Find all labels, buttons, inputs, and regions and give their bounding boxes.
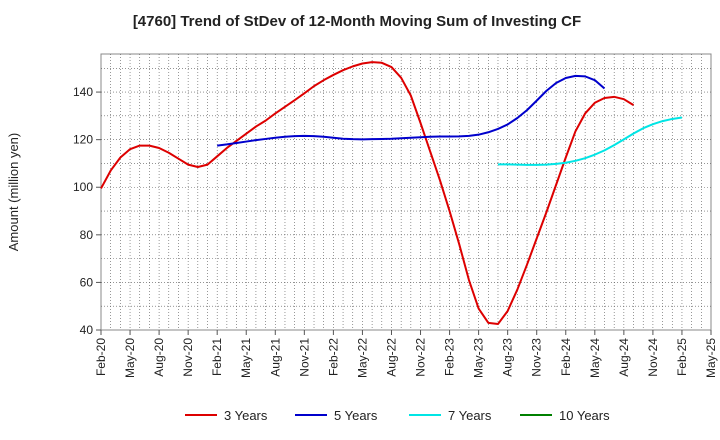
x-tick-label: May-23 <box>472 338 486 378</box>
x-tick-label: Feb-25 <box>675 338 689 376</box>
legend-label-3-years: 3 Years <box>224 408 268 423</box>
y-tick-label: 120 <box>73 133 93 147</box>
x-axis-ticks: Feb-20 May-20 Aug-20 Nov-20 Feb-21 May-21 Aug-… <box>94 330 718 378</box>
x-tick-label: Feb-20 <box>94 338 108 376</box>
x-tick-label: Aug-20 <box>152 338 166 377</box>
legend: 3 Years 5 Years 7 Years 10 Years <box>185 408 610 423</box>
legend-label-5-years: 5 Years <box>334 408 378 423</box>
x-tick-label: Aug-23 <box>501 338 515 377</box>
x-tick-label: Nov-23 <box>530 338 544 377</box>
chart-title: [4760] Trend of StDev of 12-Month Moving… <box>133 13 581 30</box>
x-tick-label: Nov-21 <box>297 338 311 377</box>
series-line-3-years <box>100 61 635 326</box>
x-tick-label: Nov-24 <box>646 338 660 377</box>
x-tick-label: May-21 <box>239 338 253 378</box>
y-tick-label: 60 <box>80 275 94 289</box>
x-tick-label: May-20 <box>123 338 137 378</box>
x-tick-label: Nov-22 <box>414 338 428 377</box>
x-tick-label: May-22 <box>355 338 369 378</box>
y-axis-ticks: 40 60 80 100 120 140 <box>73 85 101 337</box>
series-lines <box>100 61 683 326</box>
x-tick-label: Aug-21 <box>268 338 282 377</box>
x-tick-label: Feb-24 <box>559 338 573 376</box>
y-tick-label: 140 <box>73 85 93 99</box>
legend-label-7-years: 7 Years <box>448 408 492 423</box>
x-tick-label: Aug-24 <box>617 338 631 377</box>
x-tick-label: Aug-22 <box>384 338 398 377</box>
y-tick-label: 80 <box>80 228 94 242</box>
series-line-5-years <box>217 74 606 147</box>
x-tick-label: May-24 <box>588 338 602 378</box>
x-tick-label: Feb-23 <box>443 338 457 376</box>
grid <box>101 54 711 330</box>
plot-area <box>100 53 712 331</box>
series-line-7-years <box>497 116 683 166</box>
x-tick-label: May-25 <box>704 338 718 378</box>
y-axis-label: Amount (million yen) <box>6 133 21 252</box>
y-tick-label: 40 <box>80 323 94 337</box>
y-tick-label: 100 <box>73 180 93 194</box>
legend-label-10-years: 10 Years <box>559 408 610 423</box>
x-tick-label: Feb-22 <box>326 338 340 376</box>
x-tick-label: Feb-21 <box>210 338 224 376</box>
x-tick-label: Nov-20 <box>181 338 195 377</box>
